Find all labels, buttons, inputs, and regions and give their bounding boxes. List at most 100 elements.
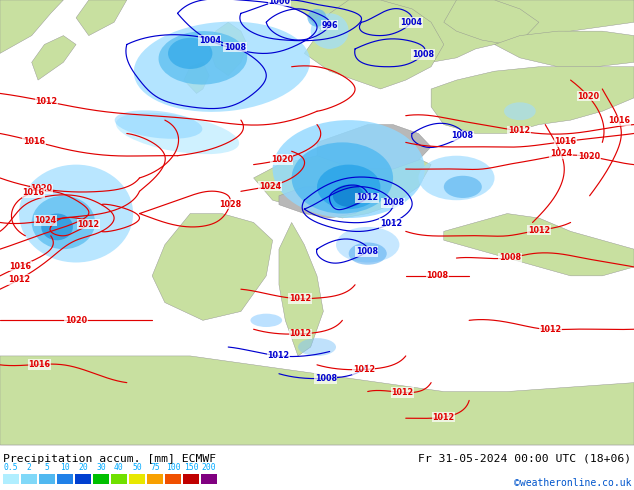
Text: 200: 200 — [202, 463, 216, 472]
Text: Precipitation accum. [mm] ECMWF: Precipitation accum. [mm] ECMWF — [3, 454, 216, 464]
Ellipse shape — [32, 196, 95, 249]
Text: 1016: 1016 — [29, 360, 50, 369]
Text: 1008: 1008 — [451, 131, 473, 140]
Polygon shape — [76, 0, 127, 36]
Bar — [165, 474, 181, 484]
Polygon shape — [444, 214, 634, 276]
Text: 1028: 1028 — [219, 199, 241, 209]
Polygon shape — [152, 214, 273, 320]
Ellipse shape — [292, 143, 393, 214]
Text: 1004: 1004 — [400, 18, 422, 27]
Text: 1004: 1004 — [199, 36, 221, 45]
Text: 10: 10 — [60, 463, 70, 472]
Text: 1008: 1008 — [426, 271, 448, 280]
Bar — [129, 474, 145, 484]
Text: 0.5: 0.5 — [4, 463, 18, 472]
Text: 100: 100 — [165, 463, 180, 472]
Text: ©weatheronline.co.uk: ©weatheronline.co.uk — [514, 478, 631, 488]
Polygon shape — [32, 36, 76, 80]
Ellipse shape — [298, 338, 336, 356]
Text: 1012: 1012 — [353, 365, 375, 374]
Bar — [93, 474, 109, 484]
Polygon shape — [444, 0, 539, 45]
Ellipse shape — [444, 176, 482, 198]
Text: 1024: 1024 — [550, 149, 572, 158]
Ellipse shape — [116, 113, 239, 154]
Polygon shape — [184, 62, 209, 94]
Text: 1012: 1012 — [356, 194, 378, 202]
Text: 1008: 1008 — [224, 43, 246, 52]
Text: 1020: 1020 — [271, 155, 293, 164]
Polygon shape — [495, 31, 634, 67]
Bar — [3, 474, 19, 484]
Text: 1020: 1020 — [578, 152, 600, 161]
Bar — [111, 474, 127, 484]
Ellipse shape — [273, 120, 425, 218]
Text: 40: 40 — [114, 463, 124, 472]
Text: 1012: 1012 — [391, 388, 413, 397]
Ellipse shape — [158, 31, 247, 85]
Text: 5: 5 — [44, 463, 49, 472]
Text: 1012: 1012 — [289, 294, 311, 303]
Polygon shape — [279, 0, 634, 62]
Ellipse shape — [311, 13, 349, 49]
Text: 1024: 1024 — [34, 216, 56, 225]
Text: 1008: 1008 — [382, 198, 404, 207]
Bar — [57, 474, 73, 484]
Text: 1016: 1016 — [23, 137, 45, 146]
Ellipse shape — [317, 165, 380, 209]
Text: 1012: 1012 — [36, 97, 58, 106]
Ellipse shape — [41, 214, 73, 240]
Text: 20: 20 — [78, 463, 88, 472]
Bar — [201, 474, 217, 484]
Ellipse shape — [307, 9, 327, 26]
Bar — [147, 474, 163, 484]
Text: 2: 2 — [27, 463, 32, 472]
Text: 1008: 1008 — [412, 50, 434, 59]
Polygon shape — [209, 22, 247, 75]
Text: 1020: 1020 — [30, 184, 53, 193]
Polygon shape — [0, 0, 63, 53]
Polygon shape — [0, 356, 634, 445]
Text: 1012: 1012 — [8, 275, 30, 284]
Text: 1012: 1012 — [540, 325, 562, 334]
Text: 1016: 1016 — [608, 116, 630, 125]
Text: 30: 30 — [96, 463, 106, 472]
Polygon shape — [304, 0, 444, 89]
Text: 1000: 1000 — [268, 0, 290, 5]
Text: 1024: 1024 — [259, 182, 281, 191]
Bar — [75, 474, 91, 484]
Ellipse shape — [349, 243, 387, 265]
Text: 1012: 1012 — [268, 351, 290, 360]
Text: 75: 75 — [150, 463, 160, 472]
Text: 1012: 1012 — [528, 226, 550, 235]
Text: 1016: 1016 — [10, 262, 32, 271]
Text: 1008: 1008 — [356, 247, 378, 256]
Polygon shape — [254, 147, 431, 218]
Text: 1012: 1012 — [77, 220, 100, 229]
Text: 1012: 1012 — [289, 329, 311, 339]
Ellipse shape — [115, 110, 202, 139]
Ellipse shape — [418, 156, 495, 200]
Text: 1008: 1008 — [314, 374, 337, 383]
Polygon shape — [431, 67, 634, 133]
Text: Fr 31-05-2024 00:00 UTC (18+06): Fr 31-05-2024 00:00 UTC (18+06) — [418, 454, 631, 464]
Ellipse shape — [504, 102, 536, 120]
Text: 1012: 1012 — [380, 219, 402, 228]
Ellipse shape — [19, 165, 133, 263]
Text: 1016: 1016 — [23, 188, 44, 197]
Text: 150: 150 — [184, 463, 198, 472]
Bar — [39, 474, 55, 484]
Polygon shape — [279, 222, 323, 356]
Text: 1012: 1012 — [432, 413, 455, 422]
Ellipse shape — [134, 22, 310, 112]
Text: 1016: 1016 — [555, 137, 576, 146]
Polygon shape — [317, 124, 431, 169]
Text: 1020: 1020 — [577, 92, 599, 101]
Ellipse shape — [336, 227, 399, 263]
Text: 1020: 1020 — [65, 316, 87, 325]
Ellipse shape — [168, 38, 212, 69]
Ellipse shape — [333, 185, 365, 207]
Text: 1008: 1008 — [499, 253, 521, 262]
Polygon shape — [279, 187, 368, 218]
